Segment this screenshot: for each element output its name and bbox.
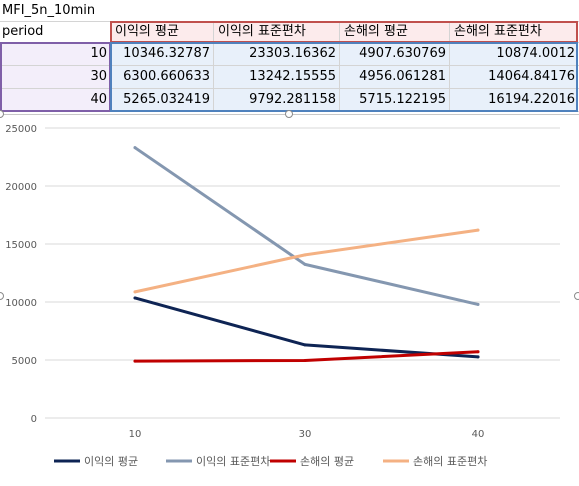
y-tick-label: 25000 bbox=[5, 124, 37, 135]
grid-line bbox=[449, 22, 450, 112]
data-point[interactable] bbox=[133, 296, 137, 300]
y-tick-label: 10000 bbox=[5, 298, 37, 309]
values-range-box[interactable] bbox=[110, 42, 578, 112]
data-point[interactable] bbox=[476, 228, 480, 232]
grid-line bbox=[0, 65, 579, 66]
value-cell[interactable]: 4907.630769 bbox=[359, 46, 446, 61]
spreadsheet-region: MFI_5n_10min period 이익의 평균 이익의 표준편차 손해의 … bbox=[0, 0, 579, 112]
grid-line bbox=[213, 22, 214, 112]
series-name-highlight bbox=[110, 22, 578, 42]
y-tick-label: 5000 bbox=[12, 356, 37, 367]
value-cell[interactable]: 4956.061281 bbox=[359, 69, 446, 84]
grid-line bbox=[0, 88, 579, 89]
data-point[interactable] bbox=[303, 343, 307, 347]
column-header-cell[interactable]: 손해의 평균 bbox=[344, 24, 408, 39]
value-cell[interactable]: 13242.15555 bbox=[249, 69, 336, 84]
y-tick-label: 15000 bbox=[5, 240, 37, 251]
legend-label: 이익의 평균 bbox=[84, 455, 138, 468]
y-tick-label: 0 bbox=[31, 414, 37, 425]
value-cell[interactable]: 9792.281158 bbox=[249, 92, 336, 107]
row-range-highlight bbox=[0, 42, 110, 112]
value-cell[interactable]: 5715.122195 bbox=[359, 92, 446, 107]
period-cell[interactable]: 40 bbox=[90, 92, 107, 107]
y-tick-label: 20000 bbox=[5, 182, 37, 193]
x-tick-label: 40 bbox=[472, 429, 485, 440]
title-cell[interactable]: MFI_5n_10min bbox=[2, 3, 96, 18]
data-point[interactable] bbox=[476, 355, 480, 359]
value-cell[interactable]: 10874.0012 bbox=[496, 46, 575, 61]
value-cell[interactable]: 23303.16362 bbox=[249, 46, 336, 61]
period-cell[interactable]: 30 bbox=[90, 69, 107, 84]
values-range-highlight bbox=[110, 42, 578, 112]
data-point[interactable] bbox=[476, 350, 480, 354]
chart-canvas: 0 5000 10000 15000 20000 25000 10 30 40 이익의 평균 이익의… bbox=[5, 124, 560, 468]
data-point[interactable] bbox=[476, 302, 480, 306]
resize-handle[interactable] bbox=[574, 292, 579, 300]
data-point[interactable] bbox=[303, 253, 307, 257]
resize-handle[interactable] bbox=[285, 110, 293, 118]
data-point[interactable] bbox=[133, 146, 137, 150]
data-point[interactable] bbox=[303, 262, 307, 266]
x-tick-label: 10 bbox=[129, 429, 142, 440]
legend-label: 손해의 평균 bbox=[300, 454, 354, 468]
value-cell[interactable]: 10346.32787 bbox=[123, 46, 210, 61]
series-line[interactable] bbox=[133, 296, 480, 359]
x-tick-label: 30 bbox=[299, 429, 312, 440]
value-cell[interactable]: 16194.22016 bbox=[488, 92, 575, 107]
data-point[interactable] bbox=[303, 359, 307, 363]
series-line[interactable] bbox=[133, 228, 480, 294]
column-header-cell[interactable]: 손해의 표준편차 bbox=[454, 24, 542, 39]
column-header-cell[interactable]: 이익의 평균 bbox=[115, 24, 179, 39]
data-point[interactable] bbox=[133, 290, 137, 294]
period-cell[interactable]: 10 bbox=[90, 46, 107, 61]
value-cell[interactable]: 5265.032419 bbox=[123, 92, 210, 107]
value-cell[interactable]: 6300.660633 bbox=[123, 69, 210, 84]
row-header-cell[interactable]: period bbox=[2, 24, 44, 39]
value-cell[interactable]: 14064.84176 bbox=[488, 69, 575, 84]
line-chart[interactable]: 0 5000 10000 15000 20000 25000 10 30 40 이익의 평균 이익의… bbox=[0, 110, 579, 482]
legend-label: 손해의 표준편차 bbox=[413, 454, 487, 468]
grid-line bbox=[339, 22, 340, 112]
data-point[interactable] bbox=[133, 359, 137, 363]
legend-label: 이익의 표준편차 bbox=[196, 455, 270, 468]
column-header-cell[interactable]: 이익의 표준편차 bbox=[218, 24, 306, 39]
